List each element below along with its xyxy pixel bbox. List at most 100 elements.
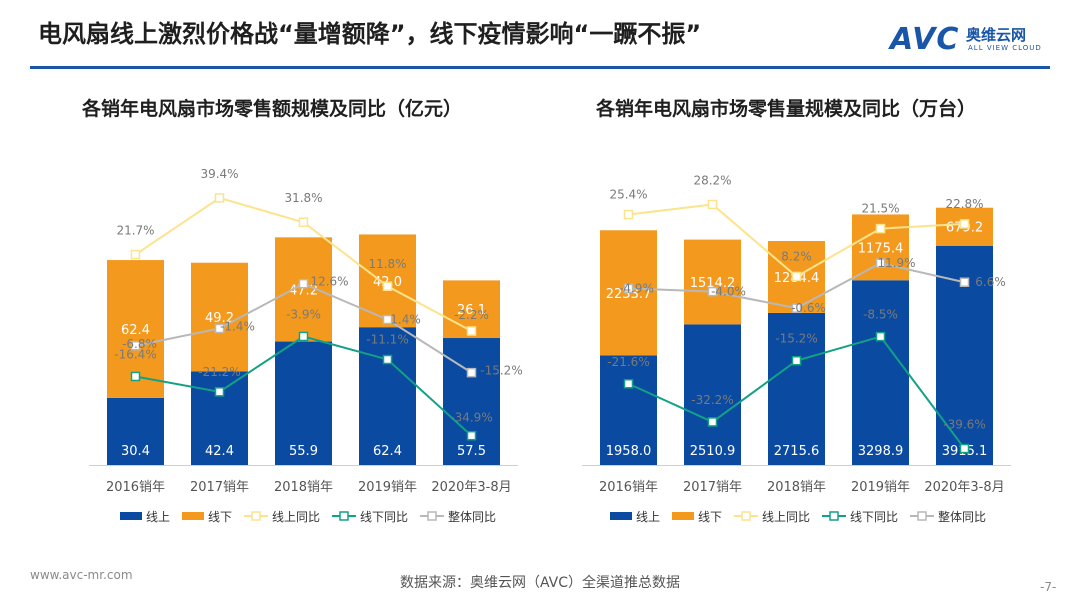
- label-offline-0-1: 49.2: [205, 311, 234, 326]
- total-yoy-point-0-0: [130, 341, 141, 351]
- total-yoy-label-1-3: 11.9%: [877, 256, 915, 270]
- offline-yoy-label-1-3: -8.5%: [863, 308, 898, 322]
- offline-yoy-point-0-4: [466, 430, 477, 441]
- tick-label-0-0: 2016销年: [106, 480, 165, 495]
- label-online-1-2: 2715.6: [774, 444, 820, 459]
- legend-label-0-1: 线下: [208, 510, 232, 524]
- offline-yoy-point-0-2: [298, 331, 309, 342]
- label-offline-1-0: 2233.7: [606, 287, 652, 302]
- online-yoy-label-1-1: 28.2%: [693, 173, 731, 187]
- online-yoy-point-0-3: [382, 281, 393, 291]
- footer-source: 数据来源：奥维云网（AVC）全渠道推总数据: [399, 575, 681, 591]
- offline-yoy-label-0-2: -3.9%: [286, 307, 321, 321]
- offline-yoy-label-0-4: -34.9%: [450, 411, 492, 425]
- online-yoy-point-0-0: [130, 249, 141, 260]
- total-yoy-label-1-4: 6.6%: [975, 275, 1006, 289]
- total-yoy-label-0-0: -6.8%: [122, 337, 157, 351]
- online-yoy-point-0-1: [214, 193, 225, 203]
- legend-marker-0-4: [427, 511, 437, 521]
- footer-url: www.avc-mr.com: [30, 568, 133, 582]
- legend-label-1-3: 线下同比: [850, 510, 898, 524]
- label-offline-0-0: 62.4: [121, 323, 150, 338]
- online-yoy-point-1-0: [623, 209, 634, 220]
- tick-label-1-4: 2020年3-8月: [924, 480, 1004, 495]
- legend-label-1-0: 线上: [636, 510, 660, 524]
- total-yoy-label-0-4: -15.2%: [480, 364, 522, 378]
- total-yoy-label-0-1: -1.4%: [220, 319, 255, 333]
- offline-yoy-point-0-1: [214, 387, 225, 397]
- page-number: -7-: [1040, 580, 1057, 594]
- logo-avc-text: AVC: [890, 22, 960, 57]
- offline-yoy-label-0-3: -11.1%: [366, 333, 408, 347]
- legend-swatch-1-1: [672, 512, 694, 520]
- online-yoy-label-0-1: 39.4%: [200, 167, 238, 181]
- label-online-1-3: 3298.9: [858, 444, 904, 459]
- legend-swatch-1-0: [610, 512, 632, 520]
- label-online-1-0: 1958.0: [606, 444, 652, 459]
- bar-online-0-3: [359, 327, 416, 465]
- legend-label-1-2: 线上同比: [762, 510, 810, 524]
- tick-label-1-1: 2017销年: [683, 480, 742, 495]
- online-yoy-label-0-2: 31.8%: [284, 191, 322, 205]
- legend-label-0-3: 线下同比: [360, 510, 408, 524]
- label-offline-1-3: 1175.4: [858, 241, 904, 256]
- online-yoy-label-0-0: 21.7%: [116, 224, 154, 238]
- bar-online-1-3: [852, 280, 909, 465]
- online-yoy-point-1-3: [875, 223, 886, 234]
- bar-online-1-2: [768, 312, 825, 465]
- offline-yoy-label-0-0: -16.4%: [114, 347, 156, 361]
- legend-marker-1-4: [917, 511, 927, 521]
- total-yoy-label-0-3: 1.4%: [390, 313, 421, 327]
- chart-title-right: 各销年电风扇市场零售量规模及同比（万台）: [596, 98, 977, 120]
- online-yoy-label-1-0: 25.4%: [609, 188, 647, 202]
- offline-yoy-point-1-1: [707, 417, 718, 427]
- online-yoy-point-1-1: [707, 199, 718, 210]
- legend-label-0-2: 线上同比: [272, 510, 320, 524]
- total-yoy-label-1-2: -0.6%: [791, 301, 826, 315]
- page-title: 电风扇线上激烈价格战“量增额降”，线下疫情影响“一蹶不振”: [38, 20, 702, 48]
- label-online-1-1: 2510.9: [690, 444, 736, 459]
- online-yoy-label-1-4: 22.8%: [945, 197, 983, 211]
- online-yoy-label-0-4: -2.2%: [454, 308, 489, 322]
- tick-label-0-2: 2018销年: [274, 480, 333, 495]
- label-online-0-2: 55.9: [289, 444, 318, 459]
- legend-marker-0-3: [339, 511, 349, 521]
- tick-label-0-1: 2017销年: [190, 480, 249, 495]
- tick-label-1-3: 2019销年: [851, 480, 910, 495]
- total-yoy-point-1-2: [791, 303, 802, 313]
- tick-label-0-4: 2020年3-8月: [431, 480, 511, 495]
- total-yoy-label-1-0: -4.9%: [619, 281, 654, 295]
- offline-yoy-point-1-3: [875, 331, 886, 342]
- total-yoy-point-0-4: [466, 367, 477, 378]
- bar-online-0-4: [443, 338, 500, 465]
- online-yoy-label-1-2: 8.2%: [781, 249, 812, 263]
- total-yoy-point-1-3: [875, 258, 886, 268]
- bar-online-1-0: [600, 355, 657, 465]
- total-yoy-point-0-2: [298, 278, 309, 289]
- legend-label-1-4: 整体同比: [938, 509, 986, 524]
- online-yoy-point-0-2: [298, 217, 309, 227]
- label-online-0-3: 62.4: [373, 444, 402, 459]
- bar-online-0-0: [107, 397, 164, 465]
- online-yoy-point-1-2: [791, 271, 802, 282]
- bar-offline-0-2: [275, 237, 332, 342]
- avc-logo: AVC 奥维云网 ALL VIEW CLOUD: [890, 22, 1060, 62]
- bar-online-0-2: [275, 341, 332, 465]
- chart-title-left: 各销年电风扇市场零售额规模及同比（亿元）: [82, 98, 463, 120]
- offline-yoy-point-1-0: [623, 379, 634, 389]
- offline-yoy-label-1-0: -21.6%: [607, 355, 649, 369]
- legend-label-1-1: 线下: [698, 510, 722, 524]
- label-offline-1-1: 1514.2: [690, 276, 736, 291]
- offline-yoy-point-0-0: [130, 371, 141, 382]
- legend-label-0-4: 整体同比: [448, 509, 496, 524]
- offline-yoy-point-1-4: [959, 443, 970, 454]
- tick-label-0-3: 2019销年: [358, 480, 417, 495]
- online-yoy-point-1-4: [959, 219, 970, 229]
- total-yoy-point-1-1: [707, 286, 718, 297]
- legend-marker-1-3: [829, 511, 839, 521]
- total-yoy-label-0-2: 12.6%: [310, 275, 348, 289]
- legend-marker-1-2: [741, 511, 751, 521]
- online-yoy-label-1-3: 21.5%: [861, 202, 899, 216]
- legend-swatch-0-0: [120, 512, 142, 520]
